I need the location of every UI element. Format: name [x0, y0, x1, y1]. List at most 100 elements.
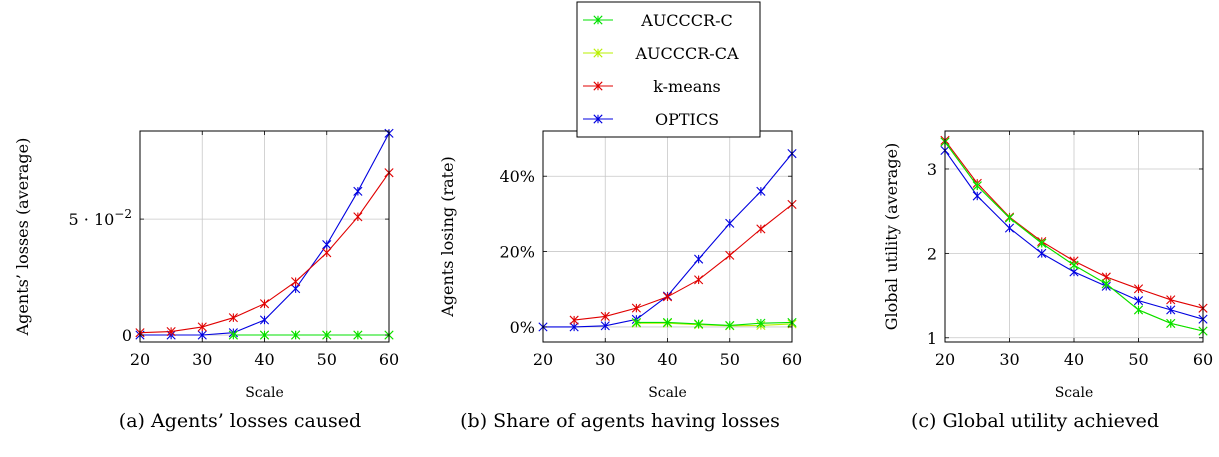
- caption-a: (a) Agents’ losses caused: [118, 410, 362, 432]
- data-point: [1069, 260, 1079, 270]
- data-point: [569, 315, 579, 325]
- data-point: [259, 330, 270, 340]
- y-tick-label: 2: [927, 244, 937, 263]
- legend: AUCCCR-C AUCCCR-CA k-means OPTICS: [576, 1, 761, 138]
- legend-entry: OPTICS: [583, 110, 719, 129]
- data-point: [725, 320, 735, 331]
- legend-marker: [593, 15, 603, 25]
- data-point: [662, 292, 673, 302]
- caption-b: (b) Share of agents having losses: [460, 410, 780, 432]
- legend-label: k-means: [653, 77, 721, 96]
- data-point: [725, 218, 735, 228]
- data-point: [228, 330, 238, 340]
- x-tick-label: 40: [657, 350, 677, 369]
- x-tick-label: 60: [782, 350, 802, 369]
- data-point: [1133, 284, 1144, 294]
- y-tick-label: 0%: [510, 318, 535, 337]
- legend-entry: AUCCCR-CA: [583, 44, 739, 63]
- y-tick-label: 40%: [499, 167, 535, 186]
- data-point: [694, 254, 704, 264]
- series-aucccr-c: [631, 317, 797, 331]
- x-tick-label: 30: [999, 350, 1019, 369]
- x-axis-label: Scale: [648, 385, 687, 401]
- x-tick-label: 30: [595, 350, 615, 369]
- x-tick-label: 60: [1193, 350, 1213, 369]
- data-point: [631, 317, 641, 327]
- chart-b: 20 30 40 50 60 0% 20% 40% Scale Agents losing (ra…: [438, 130, 802, 401]
- data-point: [259, 299, 270, 309]
- y-axis-label: Agents’ losses (average): [13, 138, 32, 337]
- x-axis-label: Scale: [1055, 385, 1094, 401]
- data-point: [725, 250, 735, 260]
- data-point: [259, 315, 270, 325]
- data-point: [291, 330, 301, 340]
- x-tick-label: 40: [1064, 350, 1084, 369]
- data-point: [662, 317, 673, 327]
- y-tick-label: 1: [927, 329, 937, 348]
- legend-entry: AUCCCR-C: [583, 11, 733, 30]
- data-point: [972, 191, 982, 201]
- data-point: [600, 321, 610, 331]
- data-point: [197, 330, 207, 340]
- data-point: [1101, 279, 1111, 289]
- series-k-means: [569, 199, 797, 325]
- y-axis-label: Global utility (average): [882, 143, 901, 331]
- series-line: [574, 204, 793, 321]
- series-line: [636, 322, 793, 327]
- data-point: [694, 275, 704, 285]
- chart-a: 20 30 40 50 60 0 5 · 10−2 Scale Agents’ losses (…: [13, 128, 399, 401]
- legend-marker: [593, 114, 603, 124]
- y-tick-label: 20%: [499, 243, 535, 262]
- data-point: [353, 186, 363, 196]
- data-point: [756, 186, 766, 196]
- data-point: [322, 330, 332, 340]
- data-point: [1004, 223, 1015, 233]
- legend-label: OPTICS: [655, 110, 719, 129]
- data-point: [972, 181, 982, 191]
- data-point: [322, 240, 332, 250]
- data-point: [631, 303, 641, 313]
- y-tick-label: 5 · 10−2: [69, 207, 133, 229]
- y-axis-label: Agents losing (rate): [438, 156, 457, 318]
- legend-entry: k-means: [583, 77, 721, 96]
- data-point: [322, 248, 332, 258]
- data-point: [756, 224, 766, 234]
- x-tick-label: 50: [720, 350, 740, 369]
- data-point: [1133, 305, 1144, 315]
- data-point: [353, 330, 363, 340]
- legend-marker: [593, 81, 603, 91]
- data-point: [1166, 318, 1176, 329]
- data-point: [1166, 305, 1176, 315]
- x-tick-label: 60: [379, 350, 399, 369]
- data-point: [1133, 296, 1144, 306]
- series-aucccr-c: [940, 137, 1208, 336]
- data-point: [228, 313, 238, 323]
- x-tick-label: 20: [130, 350, 150, 369]
- data-point: [197, 322, 207, 332]
- series-aucccr-c: [228, 330, 394, 340]
- x-tick-label: 20: [935, 350, 955, 369]
- chart-c: 20 30 40 50 60 1 2 3 Scale Global utility (averag…: [882, 130, 1213, 401]
- x-tick-label: 40: [254, 350, 274, 369]
- legend-label: AUCCCR-C: [640, 11, 732, 30]
- data-point: [1037, 238, 1047, 248]
- x-tick-label: 30: [192, 350, 212, 369]
- data-point: [756, 318, 766, 328]
- data-point: [166, 326, 176, 337]
- caption-c: (c) Global utility achieved: [911, 410, 1159, 432]
- data-point: [600, 311, 610, 321]
- x-tick-label: 50: [317, 350, 337, 369]
- series-line: [636, 321, 793, 326]
- legend-box: [576, 1, 761, 138]
- data-point: [1166, 295, 1176, 305]
- y-tick-label: 3: [927, 160, 937, 179]
- x-tick-label: 50: [1128, 350, 1148, 369]
- x-axis-label: Scale: [245, 385, 284, 401]
- x-tick-label: 20: [533, 350, 553, 369]
- data-point: [1004, 213, 1015, 223]
- y-tick-label: 0: [122, 326, 132, 345]
- data-point: [291, 277, 301, 287]
- data-point: [694, 319, 704, 329]
- legend-marker: [593, 48, 603, 58]
